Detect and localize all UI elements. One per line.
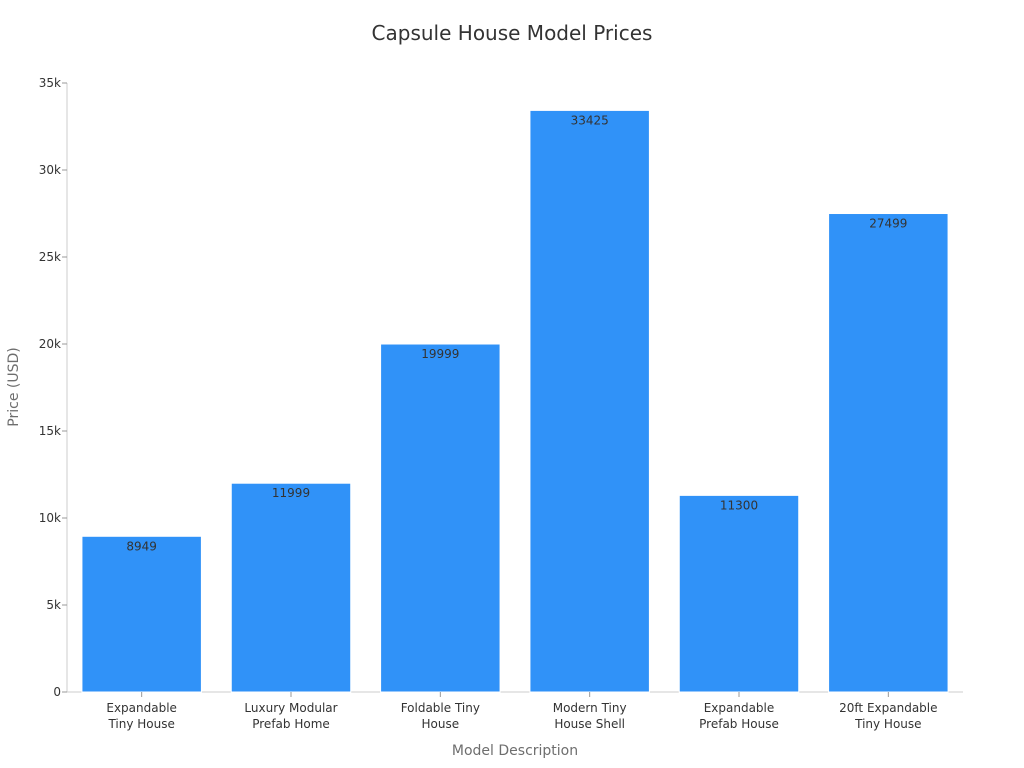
y-tick-label: 25k [39, 250, 61, 264]
y-tick-label: 30k [39, 163, 61, 177]
y-axis-label: Price (USD) [6, 347, 22, 426]
x-tick-label-line: Expandable [704, 701, 775, 715]
bar-value-label: 19999 [421, 347, 459, 361]
bar-value-label: 27499 [869, 217, 907, 231]
x-tick-label-line: Tiny House [107, 717, 174, 731]
chart-title: Capsule House Model Prices [372, 21, 653, 45]
bar [81, 535, 202, 693]
data-labels-group: 8949 11999 19999 33425 11300 27499 [126, 113, 907, 553]
x-axis-category-labels: Expandable Tiny House Luxury Modular Prefab… [106, 692, 938, 731]
bar [828, 213, 949, 693]
y-tick-label: 5k [46, 598, 61, 612]
x-tick-label-line: Expandable [106, 701, 177, 715]
y-tick-label: 15k [39, 424, 61, 438]
y-tick-label: 35k [39, 76, 61, 90]
x-tick-label: Expandable Tiny House [106, 701, 177, 731]
x-tick-label-line: Modern Tiny [553, 701, 627, 715]
x-tick-label-line: House Shell [554, 717, 625, 731]
bars-group [81, 109, 949, 693]
x-tick-label: Modern Tiny House Shell [553, 701, 627, 731]
x-tick-label: Luxury Modular Prefab Home [244, 701, 337, 731]
bar [380, 343, 501, 693]
y-tick-label: 20k [39, 337, 61, 351]
bar-value-label: 8949 [126, 539, 157, 553]
bar-value-label: 11300 [720, 498, 758, 512]
y-axis-ticks: 0 5k 10k 15k 20k 25k 30k 35k [39, 76, 67, 699]
bar [230, 482, 352, 693]
x-tick-label-line: Prefab Home [252, 717, 330, 731]
y-tick-label: 0 [53, 685, 61, 699]
bar [678, 494, 800, 693]
x-tick-label-line: Prefab House [699, 717, 779, 731]
x-tick-label: Expandable Prefab House [699, 701, 779, 731]
bar [529, 109, 650, 693]
y-tick-label: 10k [39, 511, 61, 525]
x-axis-label: Model Description [452, 743, 578, 759]
x-tick-label-line: Foldable Tiny [401, 701, 480, 715]
x-tick-label-line: Tiny House [854, 717, 921, 731]
bar-value-label: 11999 [272, 486, 310, 500]
x-tick-label-line: 20ft Expandable [839, 701, 937, 715]
x-tick-label-line: House [422, 717, 460, 731]
bar-value-label: 33425 [571, 113, 609, 127]
x-tick-label: Foldable Tiny House [401, 701, 480, 731]
x-tick-label: 20ft Expandable Tiny House [839, 701, 937, 731]
x-tick-label-line: Luxury Modular [244, 701, 337, 715]
